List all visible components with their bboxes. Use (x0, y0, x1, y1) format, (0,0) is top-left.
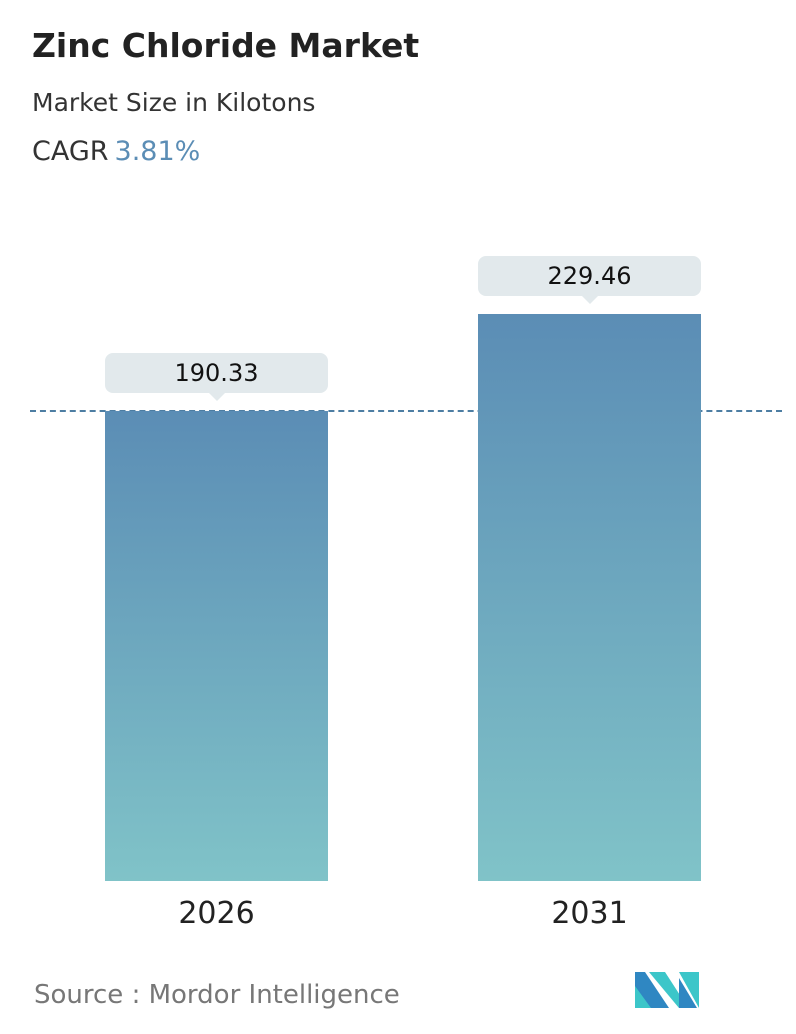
data-label-2026: 190.33 (105, 352, 328, 401)
chart-title: Zinc Chloride Market (32, 26, 420, 65)
cagr-value: 3.81% (114, 136, 201, 167)
bar-2026 (105, 410, 328, 881)
chart-subtitle: Market Size in Kilotons (32, 88, 316, 117)
x-tick-2031: 2031 (551, 896, 628, 931)
cagr-label: CAGR (32, 136, 109, 167)
source-text: Source : Mordor Intelligence (34, 980, 400, 1010)
x-tick-2026: 2026 (178, 896, 255, 931)
mordor-intelligence-logo (635, 972, 699, 1008)
data-label-2031: 229.46 (478, 255, 701, 304)
reference-line (30, 409, 782, 412)
bar-2031 (478, 313, 701, 881)
cagr: CAGR 3.81% (32, 136, 200, 167)
